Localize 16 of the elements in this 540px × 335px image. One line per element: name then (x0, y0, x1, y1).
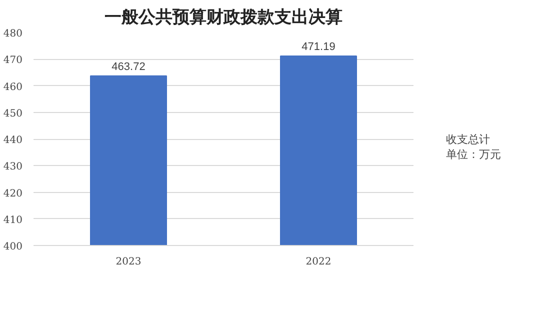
y-tick-label: 400 (3, 242, 23, 252)
x-tick-label: 2023 (116, 256, 142, 268)
data-label: 463.72 (112, 60, 146, 73)
y-tick-label: 470 (3, 55, 23, 66)
y-tick-label: 480 (3, 28, 23, 40)
y-tick-label: 460 (3, 82, 23, 93)
y-tick-label: 420 (3, 188, 23, 200)
x-tick-label: 2022 (306, 256, 332, 268)
chart-title: 一般公共预算财政拨款支出决算 (104, 8, 342, 28)
text: 单位：万元 (446, 146, 501, 162)
y-tick-label: 410 (3, 214, 23, 226)
y-tick-label: 450 (3, 108, 23, 120)
data-label: 471.19 (302, 40, 336, 53)
y-tick-label: 440 (3, 135, 23, 146)
text: 收支总计 (446, 132, 490, 146)
y-tick-label: 430 (3, 162, 23, 173)
